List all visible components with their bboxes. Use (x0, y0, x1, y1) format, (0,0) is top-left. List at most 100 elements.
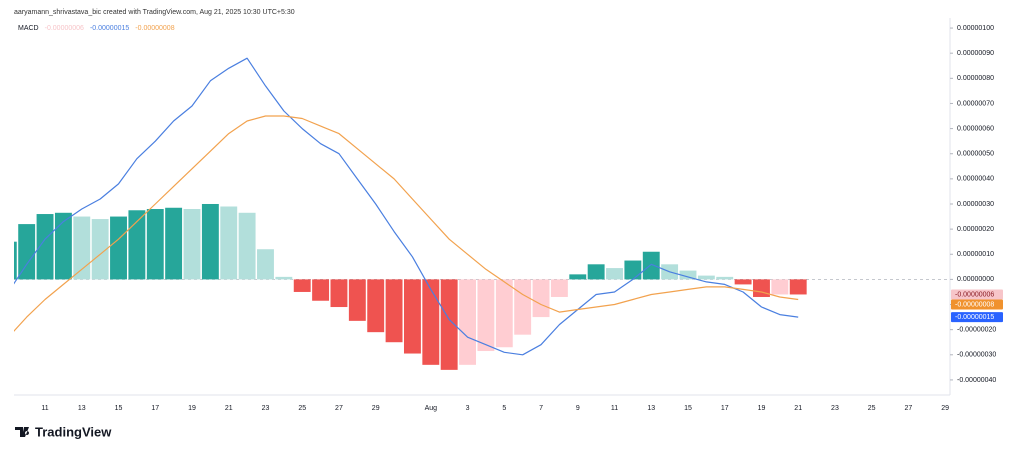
price-badge (951, 289, 1003, 300)
x-tick-label: 9 (576, 405, 580, 412)
histogram-bar (238, 212, 256, 280)
price-badge (951, 312, 1003, 323)
y-tick-label: 0.00000010 (957, 251, 994, 258)
line-series (14, 57, 799, 356)
y-tick-label: 0.00000060 (957, 125, 994, 132)
histogram-bar (220, 206, 238, 280)
x-tick-label: 7 (539, 405, 543, 412)
y-tick-label: 0.00000090 (957, 50, 994, 57)
histogram-bar (532, 279, 550, 318)
histogram-bar (348, 279, 366, 321)
price-badge-label: -0.00000008 (955, 301, 994, 308)
histogram-bar (477, 279, 495, 352)
x-tick-label: 15 (115, 405, 123, 412)
histogram-bar (771, 279, 789, 295)
price-badge-label: -0.00000006 (955, 291, 994, 298)
histogram-bar (312, 279, 330, 301)
histogram-bar (128, 210, 146, 280)
y-tick-label: 0.00000050 (957, 151, 994, 158)
histogram-bar (36, 214, 54, 280)
y-tick-label: 0.00000030 (957, 201, 994, 208)
x-tick-label: 21 (225, 405, 233, 412)
x-tick-label: 25 (298, 405, 306, 412)
legend-title: MACD (18, 25, 39, 32)
histogram-bar (367, 279, 385, 333)
plot-area (14, 57, 950, 370)
histogram-bar (642, 251, 660, 280)
histogram-bar (330, 279, 348, 308)
price-badge (951, 299, 1003, 310)
histogram-bar (679, 270, 697, 280)
histogram-bar (606, 268, 623, 280)
y-tick-label: 0.00000100 (957, 25, 994, 32)
histogram-bar (165, 207, 183, 280)
x-tick-label: Aug (425, 405, 438, 412)
histogram-bar (734, 279, 752, 285)
x-tick-label: 25 (868, 405, 876, 412)
histogram-bar (257, 249, 274, 280)
histogram-bar (91, 219, 109, 280)
x-tick-label: 23 (831, 405, 839, 412)
x-tick-label: 21 (794, 405, 802, 412)
x-tick-label: 13 (78, 405, 86, 412)
x-tick-label: 23 (262, 405, 270, 412)
histogram-bar (753, 279, 770, 297)
legend-value: -0.00000006 (45, 25, 84, 32)
x-tick-label: 11 (611, 405, 618, 412)
x-tick-label: 19 (188, 405, 196, 412)
x-tick-label: 3 (466, 405, 470, 412)
histogram-bar (495, 279, 513, 348)
histogram-bar (18, 224, 36, 280)
x-tick-label: 11 (41, 405, 48, 412)
histogram-bar (514, 279, 532, 335)
x-tick-label: 15 (684, 405, 692, 412)
x-tick-label: 5 (502, 405, 506, 412)
x-tick-label: 19 (758, 405, 766, 412)
y-tick-label: 0.00000020 (957, 226, 994, 233)
x-tick-label: 27 (905, 405, 913, 412)
histogram-bar (422, 279, 440, 365)
histogram-bar (789, 279, 807, 295)
histogram-bar (550, 279, 568, 297)
histogram-bar (73, 216, 91, 280)
histogram-bar (624, 260, 642, 280)
y-tick-label: 0.00000070 (957, 100, 994, 107)
histogram-bar (201, 203, 219, 280)
legend-value: -0.00000015 (90, 25, 129, 32)
histogram-bar (459, 279, 477, 365)
y-tick-label: -0.00000020 (957, 326, 996, 333)
logo: TradingView (15, 424, 112, 439)
histogram-bar (110, 216, 127, 280)
logo-icon (15, 427, 30, 437)
legend-value: -0.00000008 (135, 25, 174, 32)
y-tick-label: 0.00000040 (957, 176, 994, 183)
histogram-bar (440, 279, 458, 370)
y-tick-label: 0.00000080 (957, 75, 994, 82)
histogram-bar (385, 279, 403, 343)
legend: MACD -0.00000006 -0.00000015 -0.00000008 (18, 25, 175, 32)
histogram-bar (14, 241, 17, 280)
line-series (14, 115, 799, 332)
x-tick-label: 27 (335, 405, 343, 412)
logo-text: TradingView (35, 424, 112, 439)
histogram-bar (183, 209, 201, 280)
x-tick-label: 17 (151, 405, 159, 412)
histogram-bar (697, 275, 715, 280)
histogram-bar (293, 279, 311, 292)
x-tick-label: 13 (647, 405, 655, 412)
x-tick-label: 29 (941, 405, 949, 412)
x-tick-label: 17 (721, 405, 729, 412)
histogram-bar (146, 209, 164, 280)
histogram-bar (54, 212, 72, 280)
y-tick-label: 0.00000000 (957, 276, 994, 283)
histogram-bar (403, 279, 421, 354)
histogram-bar (716, 276, 734, 280)
histogram-bar (275, 276, 293, 280)
y-tick-label: -0.00000030 (957, 352, 996, 359)
histogram-bar (587, 264, 605, 280)
price-badge-label: -0.00000015 (955, 314, 994, 321)
x-tick-label: 29 (372, 405, 380, 412)
histogram-bar (569, 274, 587, 280)
